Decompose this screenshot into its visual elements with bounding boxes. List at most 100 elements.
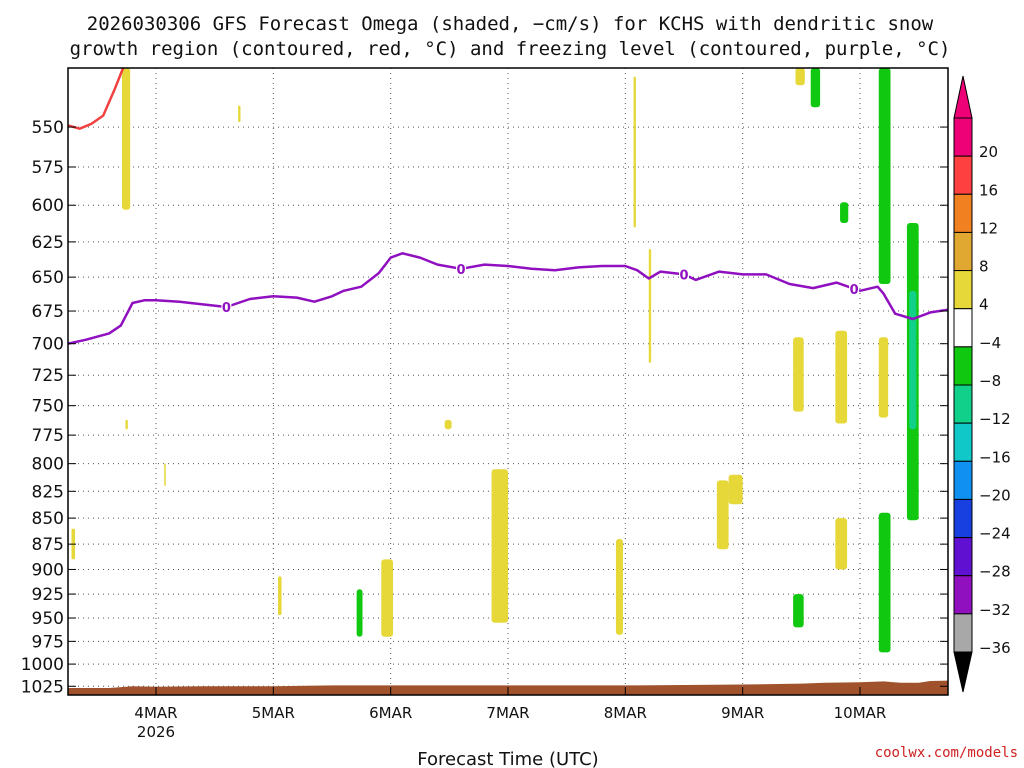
omega-cell-sinking [793, 594, 804, 628]
colorbar-swatch [953, 231, 973, 272]
colorbar-label: −32 [979, 601, 1011, 619]
colorbar-label: 4 [979, 296, 989, 314]
omega-cell-rising [615, 538, 623, 635]
dendritic-contour [68, 68, 125, 131]
x-tick-label: 5MAR [252, 704, 295, 722]
colorbar-label: 8 [979, 258, 989, 276]
colorbar-swatch [953, 155, 973, 195]
omega-cell-rising [835, 330, 848, 424]
colorbar-bottom-arrow [953, 651, 973, 693]
y-tick-label: 1025 [21, 677, 64, 697]
freezing-level-contour [68, 252, 948, 345]
colorbar-swatch [953, 308, 973, 348]
omega-cell-rising [491, 469, 508, 623]
y-tick-label: 800 [32, 455, 64, 475]
omega-cell-rising [164, 463, 166, 486]
omega-cell-sinking [909, 290, 917, 430]
omega-cell-rising [648, 249, 652, 363]
omega-cell-rising [278, 576, 282, 616]
y-tick-label: 775 [32, 426, 64, 446]
colorbar-label: 12 [979, 219, 998, 237]
y-tick-label: 875 [32, 535, 64, 555]
chart-title: 2026030306 GFS Forecast Omega (shaded, −… [87, 13, 934, 35]
y-tick-label: 975 [32, 632, 64, 652]
y-tick-label: 575 [32, 158, 64, 178]
contour-label-bg [456, 261, 467, 275]
colorbar-swatch [953, 193, 973, 233]
omega-cell-rising [835, 518, 848, 570]
colorbar-swatch [953, 117, 973, 157]
colorbar-label: 20 [979, 143, 998, 161]
y-tick-label: 900 [32, 560, 64, 580]
chart-subtitle: growth region (contoured, red, °C) and f… [70, 38, 951, 60]
colorbar-swatch [953, 498, 973, 539]
contour-label-bg [679, 267, 689, 281]
omega-cell-sinking [840, 202, 849, 224]
colorbar-label: −12 [979, 410, 1011, 428]
omega-cell-rising [728, 474, 743, 505]
x-tick-sublabel: 2026 [137, 723, 175, 741]
y-tick-label: 675 [32, 302, 64, 322]
contour-label-bg [849, 281, 860, 295]
y-tick-label: 650 [32, 268, 64, 288]
y-tick-label: 725 [32, 366, 64, 386]
contour-label-bg [221, 300, 232, 314]
x-tick-label: 6MAR [369, 704, 412, 722]
omega-cell-rising [793, 337, 804, 412]
omega-cell-rising [238, 105, 241, 123]
colorbar-label: −36 [979, 639, 1011, 657]
x-tick-label: 10MAR [834, 704, 887, 722]
x-tick-label: 7MAR [486, 704, 529, 722]
y-tick-label: 625 [32, 233, 64, 253]
colorbar-label: −20 [979, 486, 1011, 504]
colorbar-swatch [953, 384, 973, 424]
omega-cell-rising [716, 480, 729, 550]
omega-cell-rising [121, 68, 131, 210]
plot-area: 0 0 0 0 550 575 600 625 650 675 700 725 750 775 800 825… [21, 67, 949, 741]
omega-cell-rising [878, 337, 889, 418]
y-tick-label: 850 [32, 509, 64, 529]
y-tick-label: 1000 [21, 655, 64, 675]
omega-cell-rising [633, 76, 636, 228]
colorbar-swatch [953, 346, 973, 386]
colorbar-swatch [953, 270, 973, 310]
omega-cell-sinking [878, 512, 891, 653]
y-tick-label: 700 [32, 335, 64, 355]
colorbar-label: 16 [979, 181, 998, 199]
credit-link: coolwx.com/models [875, 745, 1018, 761]
freezing-level-label: 0 [850, 283, 859, 298]
colorbar-swatch [953, 613, 973, 653]
colorbar-swatch [953, 460, 973, 500]
colorbar-swatch [953, 422, 973, 462]
colorbar-label: −28 [979, 563, 1011, 581]
colorbar-label: −16 [979, 448, 1011, 466]
colorbar-swatch [953, 575, 973, 615]
colorbar-top-arrow [953, 75, 973, 119]
freezing-level-label: 0 [457, 263, 466, 278]
omega-cell-rising [381, 559, 394, 637]
colorbar-label: −24 [979, 525, 1011, 543]
freezing-level-label: 0 [222, 301, 231, 316]
y-tick-label: 750 [32, 397, 64, 417]
x-axis-label: Forecast Time (UTC) [417, 749, 598, 768]
omega-cell-rising [125, 419, 128, 430]
colorbar-label: −4 [979, 334, 1001, 352]
x-tick-label: 4MAR [134, 704, 177, 722]
y-tick-label: 825 [32, 482, 64, 502]
colorbar-swatch [953, 537, 973, 577]
omega-cell-sinking [878, 68, 891, 285]
y-tick-label: 925 [32, 585, 64, 605]
colorbar: 20 16 12 8 4 −4 −8 −12 −16 −20 −24 −28 −32 −36 [953, 75, 1011, 693]
y-tick-label: 600 [32, 196, 64, 216]
omega-cell-rising [795, 68, 805, 86]
omega-cell-rising [444, 419, 452, 430]
freezing-level-label: 0 [679, 268, 688, 283]
x-tick-label: 9MAR [721, 704, 764, 722]
omega-cell-sinking [810, 68, 821, 108]
colorbar-label: −8 [979, 372, 1001, 390]
y-tick-label: 550 [32, 118, 64, 138]
omega-cell-sinking [356, 589, 363, 637]
y-tick-label: 950 [32, 609, 64, 629]
x-tick-label: 8MAR [604, 704, 647, 722]
